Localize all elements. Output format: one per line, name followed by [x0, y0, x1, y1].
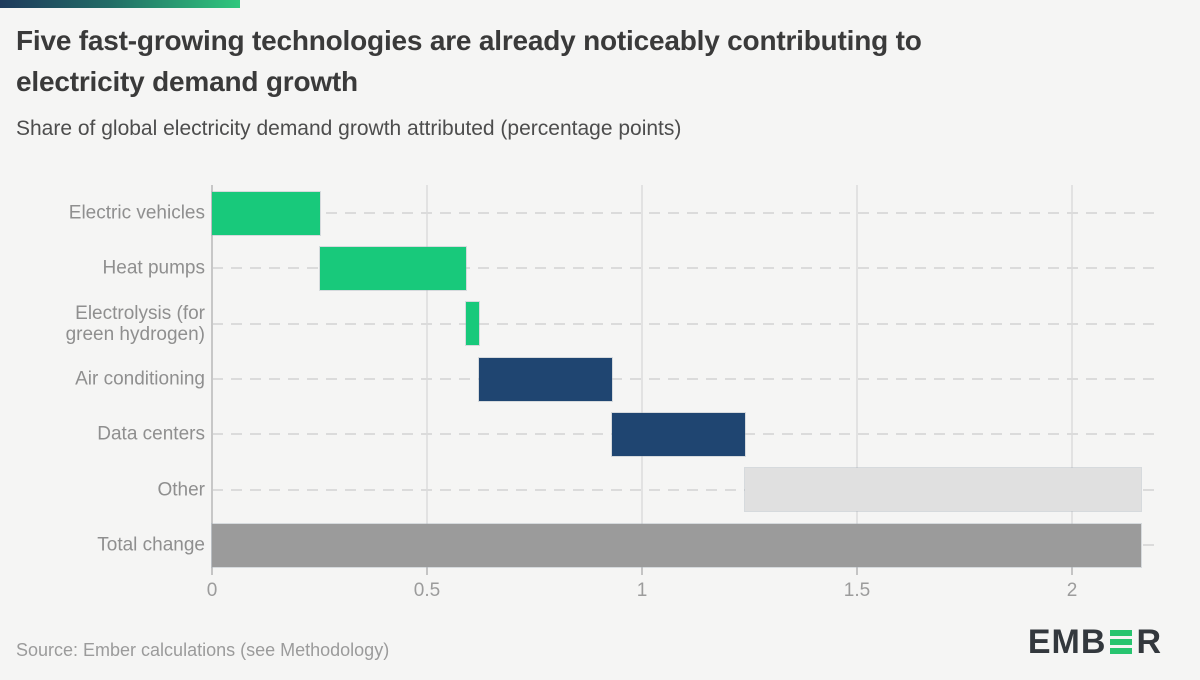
- row-gridline-air-conditioning: [212, 378, 1160, 381]
- x-tick-label-2: 2: [1066, 580, 1078, 601]
- vertical-gridline-1: [641, 185, 643, 567]
- bar-data-centers: [611, 412, 746, 456]
- bar-air-conditioning: [478, 357, 612, 401]
- row-gridline-other: [212, 488, 1160, 491]
- y-label-air-conditioning: Air conditioning: [75, 368, 205, 390]
- bar-electric-vehicles: [212, 191, 320, 235]
- source-note: Source: Ember calculations (see Methodol…: [16, 640, 390, 660]
- x-tick-mark-0: [211, 567, 213, 575]
- ember-logo-e-icon: [1110, 630, 1133, 654]
- x-tick-mark-1: [641, 567, 643, 575]
- chart-title: Five fast-growing technologies are alrea…: [16, 20, 1126, 102]
- vertical-gridline-2: [1071, 185, 1073, 567]
- row-gridline-heat-pumps: [212, 267, 1160, 270]
- vertical-gridline-0.5: [426, 185, 428, 567]
- y-label-other: Other: [157, 479, 205, 501]
- x-tick-label-1: 1: [636, 580, 648, 601]
- x-tick-label-0.5: 0.5: [413, 580, 441, 601]
- x-tick-label-1.5: 1.5: [843, 580, 871, 601]
- x-tick-mark-1.5: [856, 567, 858, 575]
- plot-area: [211, 185, 1160, 567]
- chart-title-line-1: Five fast-growing technologies are alrea…: [16, 25, 922, 56]
- vertical-gridline-1.5: [856, 185, 858, 567]
- bar-total-change: [212, 523, 1141, 567]
- y-label-heat-pumps: Heat pumps: [102, 257, 205, 279]
- x-tick-mark-0.5: [426, 567, 428, 575]
- bar-other: [745, 468, 1141, 512]
- x-tick-mark-2: [1071, 567, 1073, 575]
- y-label-total-change: Total change: [97, 534, 205, 556]
- row-gridline-electric-vehicles: [212, 212, 1160, 214]
- x-axis: 0 0.5 1 1.5 2: [207, 567, 1160, 607]
- bar-electrolysis-for-green-hydrogen: [465, 302, 479, 346]
- chart-title-line-2: electricity demand growth: [16, 66, 358, 97]
- ember-logo: EMB R: [1027, 623, 1162, 661]
- ember-logo-text-prefix: EMB: [1027, 623, 1107, 661]
- ember-logo-text-suffix: R: [1136, 623, 1162, 661]
- y-label-data-centers: Data centers: [97, 423, 205, 445]
- row-gridline-electrolysis-for-green-hydrogen: [212, 322, 1160, 325]
- bar-heat-pumps: [319, 246, 466, 290]
- brand-accent-bar: [0, 0, 240, 8]
- y-axis-line: [211, 185, 213, 567]
- y-label-electric-vehicles: Electric vehicles: [68, 202, 205, 224]
- x-tick-label-0: 0: [206, 580, 218, 601]
- y-label-electrolysis-for-green-hydrogen: Electrolysis (for green hydrogen): [65, 302, 205, 345]
- chart-subtitle: Share of global electricity demand growt…: [16, 117, 682, 140]
- y-axis-labels: Electric vehicles Heat pumps Electrolysis …: [0, 185, 205, 568]
